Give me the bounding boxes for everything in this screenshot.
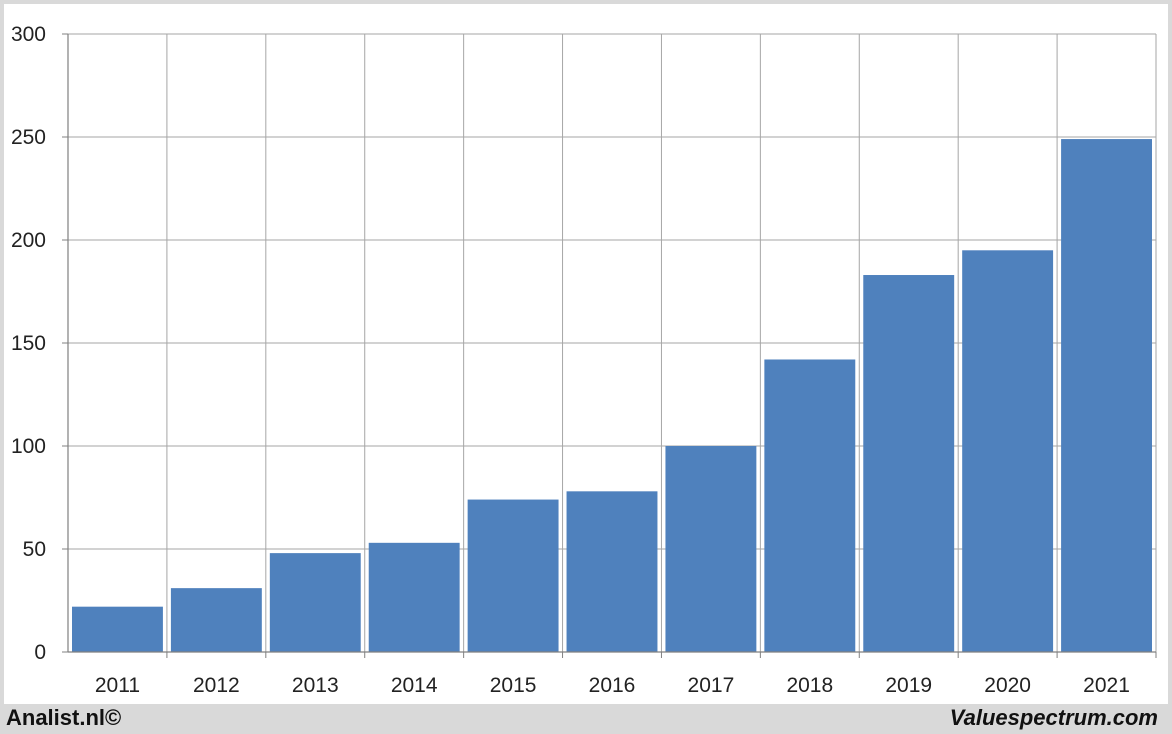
x-tick-label: 2013	[292, 674, 339, 697]
bar-2015	[467, 499, 559, 652]
x-tick-labels: 2011 2012 2013 2014 2015 2016 2017 2018 2019 2020…	[95, 674, 1130, 697]
y-tick-label: 0	[34, 641, 46, 664]
bar-2019	[863, 275, 955, 652]
grid-lines	[68, 33, 1157, 652]
x-tick-label: 2020	[984, 674, 1031, 697]
bar-2017	[665, 446, 757, 652]
y-tick-label: 50	[23, 538, 46, 561]
y-tick-label: 250	[11, 126, 46, 149]
source-credit-right: Valuespectrum.com	[949, 705, 1158, 730]
axes	[62, 33, 1157, 658]
y-tick-label: 300	[11, 23, 46, 46]
bar-2012	[170, 588, 262, 652]
x-tick-label: 2016	[589, 674, 636, 697]
bar-2013	[269, 553, 361, 652]
x-tick-label: 2015	[490, 674, 537, 697]
bar-2021	[1061, 139, 1152, 652]
bar-2011	[72, 606, 163, 652]
x-tick-label: 2019	[885, 674, 932, 697]
x-tick-label: 2017	[688, 674, 735, 697]
chart-panel: 0 50 100 150 200 250 300 2011 2012 2013 2014 2015 2…	[4, 4, 1168, 704]
y-tick-label: 100	[11, 435, 46, 458]
bar-2020	[962, 250, 1054, 653]
bar-2016	[566, 491, 658, 652]
x-tick-label: 2021	[1083, 674, 1130, 697]
source-credit-left: Analist.nl©	[6, 705, 122, 730]
bar-2018	[764, 359, 856, 652]
bars	[72, 139, 1152, 653]
y-tick-label: 200	[11, 229, 46, 252]
y-tick-labels: 0 50 100 150 200 250 300	[11, 23, 46, 664]
bar-2014	[368, 542, 460, 652]
y-tick-label: 150	[11, 332, 46, 355]
x-tick-label: 2012	[193, 674, 240, 697]
x-tick-label: 2018	[786, 674, 833, 697]
x-tick-label: 2014	[391, 674, 438, 697]
x-tick-label: 2011	[95, 674, 140, 697]
